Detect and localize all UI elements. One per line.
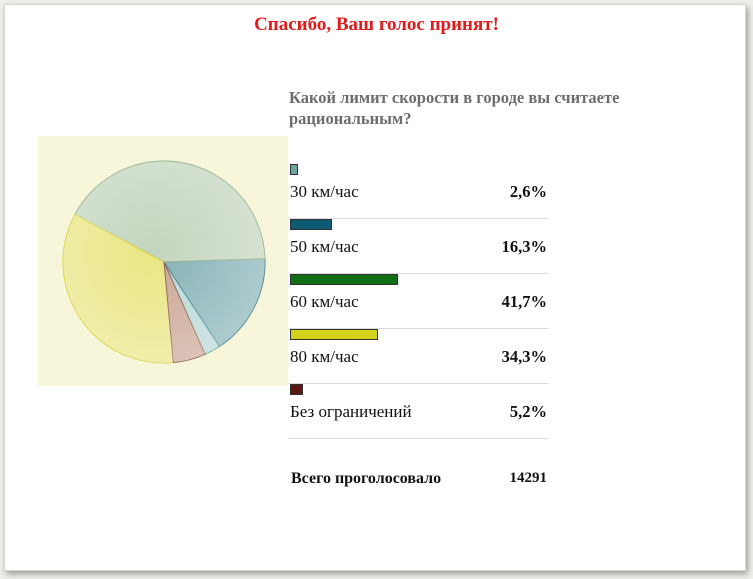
result-label: 50 км/час bbox=[290, 237, 359, 256]
result-percent: 16,3% bbox=[501, 237, 547, 256]
result-percent: 2,6% bbox=[509, 182, 547, 201]
result-percent: 41,7% bbox=[501, 292, 547, 311]
result-label: 60 км/час bbox=[290, 292, 359, 311]
total-votes-label: Всего проголосовало bbox=[291, 470, 442, 487]
thanks-message: Спасибо, Ваш голос принят! bbox=[254, 14, 499, 35]
pie-chart bbox=[38, 136, 288, 386]
total-votes-value: 14291 bbox=[509, 470, 548, 486]
result-label: 30 км/час bbox=[290, 182, 359, 201]
result-row-unlimited: Без ограничений 5,2% bbox=[289, 384, 549, 439]
result-label: 80 км/час bbox=[290, 347, 359, 366]
result-row-30: 30 км/час 2,6% bbox=[289, 164, 549, 219]
result-row-60: 60 км/час 41,7% bbox=[289, 274, 549, 329]
result-percent: 5,2% bbox=[509, 402, 547, 421]
poll-question: Какой лимит скорости в городе вы считает… bbox=[289, 88, 620, 128]
result-row-80: 80 км/час 34,3% bbox=[289, 329, 549, 384]
pie-chart-svg bbox=[62, 160, 266, 364]
result-percent: 34,3% bbox=[501, 347, 547, 366]
result-bar bbox=[290, 329, 379, 340]
result-bar bbox=[290, 219, 333, 230]
result-label: Без ограничений bbox=[290, 402, 412, 421]
results-list: 30 км/час 2,6% 50 км/час 16,3% 60 км/час… bbox=[289, 164, 549, 439]
result-bar bbox=[290, 274, 398, 285]
result-bar bbox=[290, 384, 304, 395]
result-row-50: 50 км/час 16,3% bbox=[289, 219, 549, 274]
result-bar bbox=[290, 164, 298, 175]
